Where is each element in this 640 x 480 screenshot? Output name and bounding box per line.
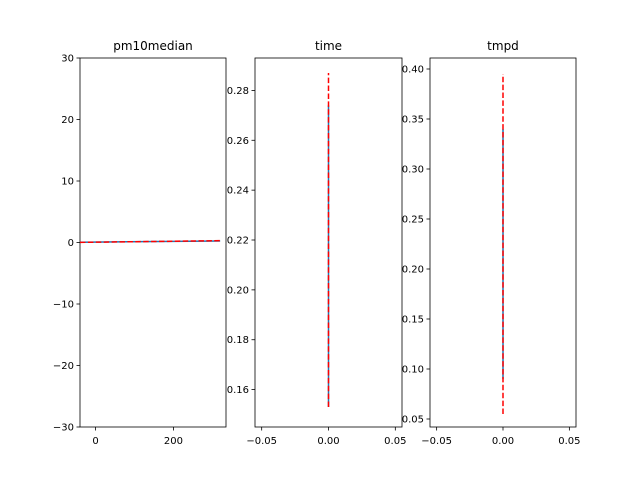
x-tick-label-time: 0.00: [317, 436, 339, 447]
x-tick-label-time: −0.05: [246, 436, 277, 447]
y-tick-label-tmpd: 0.25: [402, 215, 424, 226]
y-tick-label-tmpd: 0.15: [402, 315, 424, 326]
x-tick-label-pm10median: 0: [92, 436, 98, 447]
chart-title-time: time: [315, 39, 342, 53]
y-tick-label-tmpd: 0.10: [402, 365, 424, 376]
axes-tmpd: tmpd −0.05 0.00 0.05 0.05 0.10 0.15 0.20 0.25 0.3…: [402, 39, 581, 447]
x-tick-label-tmpd: 0.05: [558, 436, 580, 447]
y-tick-label-pm10median: −10: [53, 300, 74, 311]
x-tick-label-time: 0.05: [384, 436, 406, 447]
y-tick-label-time: 0.28: [227, 86, 249, 97]
y-tick-label-pm10median: −30: [53, 423, 74, 434]
chart-title-pm10median: pm10median: [113, 39, 193, 53]
y-tick-label-pm10median: 20: [61, 115, 74, 126]
chart-title-tmpd: tmpd: [487, 39, 519, 53]
y-tick-label-pm10median: 10: [61, 177, 74, 188]
y-tick-label-pm10median: 30: [61, 54, 74, 65]
y-tick-label-tmpd: 0.05: [402, 415, 424, 426]
y-tick-label-tmpd: 0.30: [402, 165, 424, 176]
x-tick-label-tmpd: 0.00: [492, 436, 514, 447]
y-tick-label-pm10median: 0: [68, 238, 74, 249]
y-tick-label-time: 0.18: [227, 335, 249, 346]
y-tick-label-pm10median: −20: [53, 361, 74, 372]
axes-pm10median: pm10median 0 200 −30 −20 −10 0 10 20 30: [53, 39, 227, 447]
y-tick-label-tmpd: 0.35: [402, 115, 424, 126]
y-tick-label-time: 0.26: [227, 136, 249, 147]
y-tick-label-tmpd: 0.40: [402, 65, 424, 76]
series-line-pm10median-0: [79, 240, 221, 243]
axes-time: time −0.05 0.00 0.05 0.16 0.18 0.20 0.22 0.24 0.2…: [227, 39, 407, 447]
y-tick-label-time: 0.22: [227, 236, 249, 247]
x-tick-label-tmpd: −0.05: [421, 436, 452, 447]
x-tick-label-pm10median: 200: [164, 436, 183, 447]
y-tick-label-tmpd: 0.20: [402, 265, 424, 276]
y-tick-label-time: 0.20: [227, 285, 249, 296]
y-tick-label-time: 0.16: [227, 385, 249, 396]
y-tick-label-time: 0.24: [227, 186, 249, 197]
